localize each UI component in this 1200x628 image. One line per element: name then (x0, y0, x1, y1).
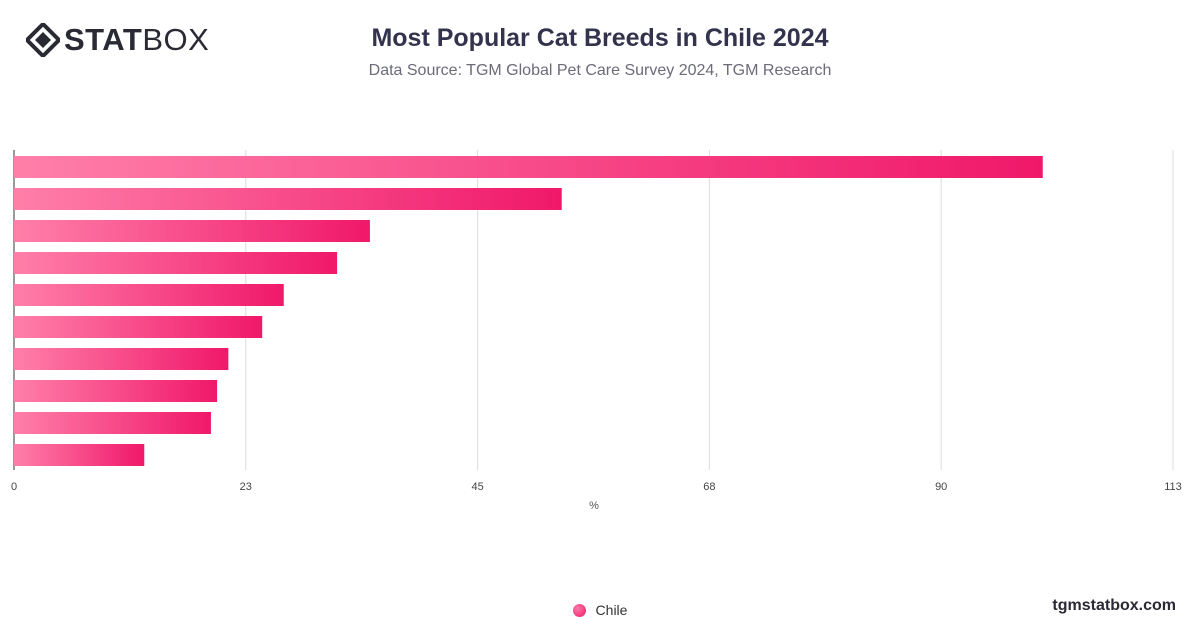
chart-subtitle: Data Source: TGM Global Pet Care Survey … (368, 62, 832, 79)
legend-marker-icon (572, 603, 586, 617)
site-url: tgmstatbox.com (1052, 597, 1176, 614)
chart-legend: Chile (0, 602, 1200, 618)
bar-9[interactable] (14, 412, 211, 434)
bar-6[interactable] (14, 316, 263, 338)
x-tick-label: 23 (240, 481, 252, 493)
bar-10[interactable] (14, 444, 145, 466)
bar-2[interactable] (14, 188, 562, 210)
x-tick-label: 90 (935, 481, 947, 493)
chart-title: Most Popular Cat Breeds in Chile 2024 (371, 24, 829, 52)
x-tick-label: 113 (1164, 481, 1182, 493)
bar-7[interactable] (14, 348, 229, 370)
legend-label-chile: Chile (595, 602, 628, 618)
bar-5[interactable] (14, 284, 284, 306)
x-axis-label: % (589, 500, 599, 512)
x-tick-label: 45 (471, 481, 483, 493)
bar-4[interactable] (14, 252, 338, 274)
x-tick-label: 0 (11, 481, 17, 493)
x-tick-label: 68 (703, 481, 715, 493)
logo-wordmark-bold: STAT (64, 22, 143, 57)
bar-1[interactable] (14, 156, 1043, 178)
bar-3[interactable] (14, 220, 370, 242)
logo-wordmark-light: BOX (142, 22, 210, 57)
bar-chart: 0 23 45 68 90 113 % (11, 150, 1182, 512)
statbox-logo: STATBOX (26, 22, 209, 58)
bar-8[interactable] (14, 380, 218, 402)
logo-wordmark: STATBOX (64, 22, 209, 58)
logo-diamond-icon (26, 23, 60, 57)
